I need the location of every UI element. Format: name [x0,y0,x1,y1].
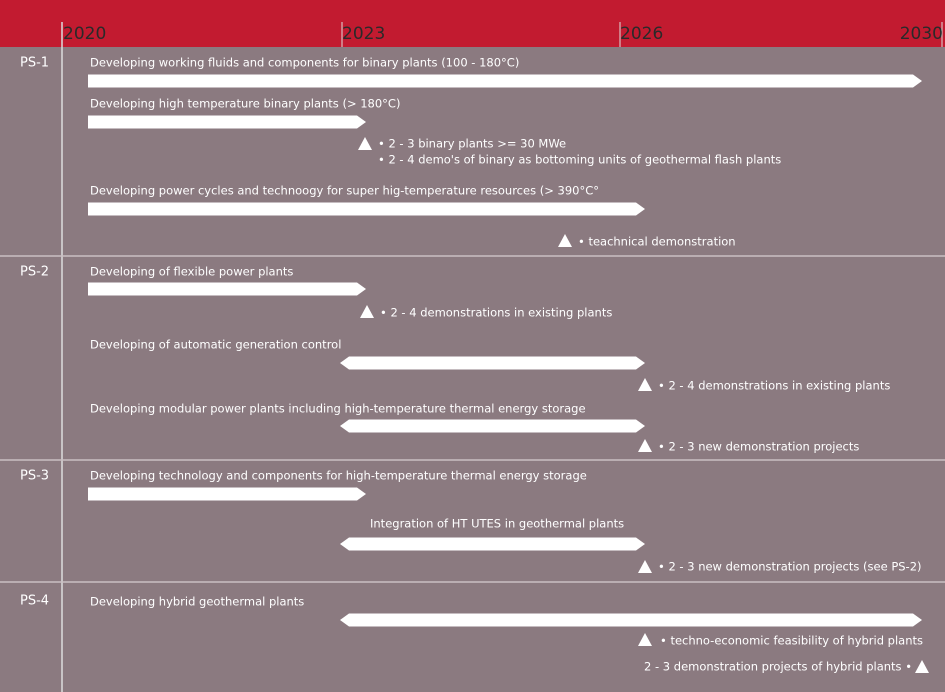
milestone-marker [638,560,652,573]
timeline-bar [88,487,366,501]
milestone-marker [638,439,652,452]
year: 2023 [342,24,385,44]
milestone: • teachnical demonstration [578,235,736,249]
activity: Developing hybrid geothermal plants [90,595,304,609]
phase-label: PS-1 [20,56,49,71]
year: 2030 [900,24,943,44]
milestone: • 2 - 4 demonstrations in existing plant… [380,306,612,320]
milestone: • 2 - 3 binary plants >= 30 MWe [378,137,566,151]
milestone: • 2 - 4 demonstrations in existing plant… [658,379,890,393]
header [0,0,945,47]
activity: Developing power cycles and technoogy fo… [90,184,599,198]
milestone-marker [360,305,374,318]
year: 2026 [620,24,663,44]
activity: Developing working fluids and components… [90,56,519,70]
timeline-bar [88,282,366,296]
milestone-marker [638,378,652,391]
timeline-bar [88,74,922,88]
shapes [88,74,929,673]
phase-label: PS-3 [20,469,49,484]
phase-label: PS-4 [20,594,49,609]
milestone-marker [638,633,652,646]
activity: Developing modular power plants includin… [90,402,586,416]
timeline-bar [88,202,645,216]
milestone-marker [915,660,929,673]
activity: Developing technology and components for… [90,469,587,483]
row-separators [0,255,945,583]
milestone: • 2 - 4 demo's of binary as bottoming un… [378,153,781,167]
milestone: • techno-economic feasibility of hybrid … [660,634,923,648]
activity: Integration of HT UTES in geothermal pla… [370,517,624,531]
milestone-marker [358,137,372,150]
milestone-marker [558,234,572,247]
year: 2020 [63,24,106,44]
milestone: 2 - 3 demonstration projects of hybrid p… [644,660,912,674]
timeline-bar [340,419,645,433]
timeline-bar [340,537,645,551]
timeline-bar [340,356,645,370]
year-ticks [341,22,943,47]
milestone: • 2 - 3 new demonstration projects [658,440,859,454]
activity: Developing of automatic generation contr… [90,338,341,352]
timeline-bar [340,613,922,627]
timeline-bar [88,115,366,129]
milestone: • 2 - 3 new demonstration projects (see … [658,560,922,574]
phase-label: PS-2 [20,265,49,280]
activity: Developing of flexible power plants [90,265,293,279]
activity: Developing high temperature binary plant… [90,97,400,111]
